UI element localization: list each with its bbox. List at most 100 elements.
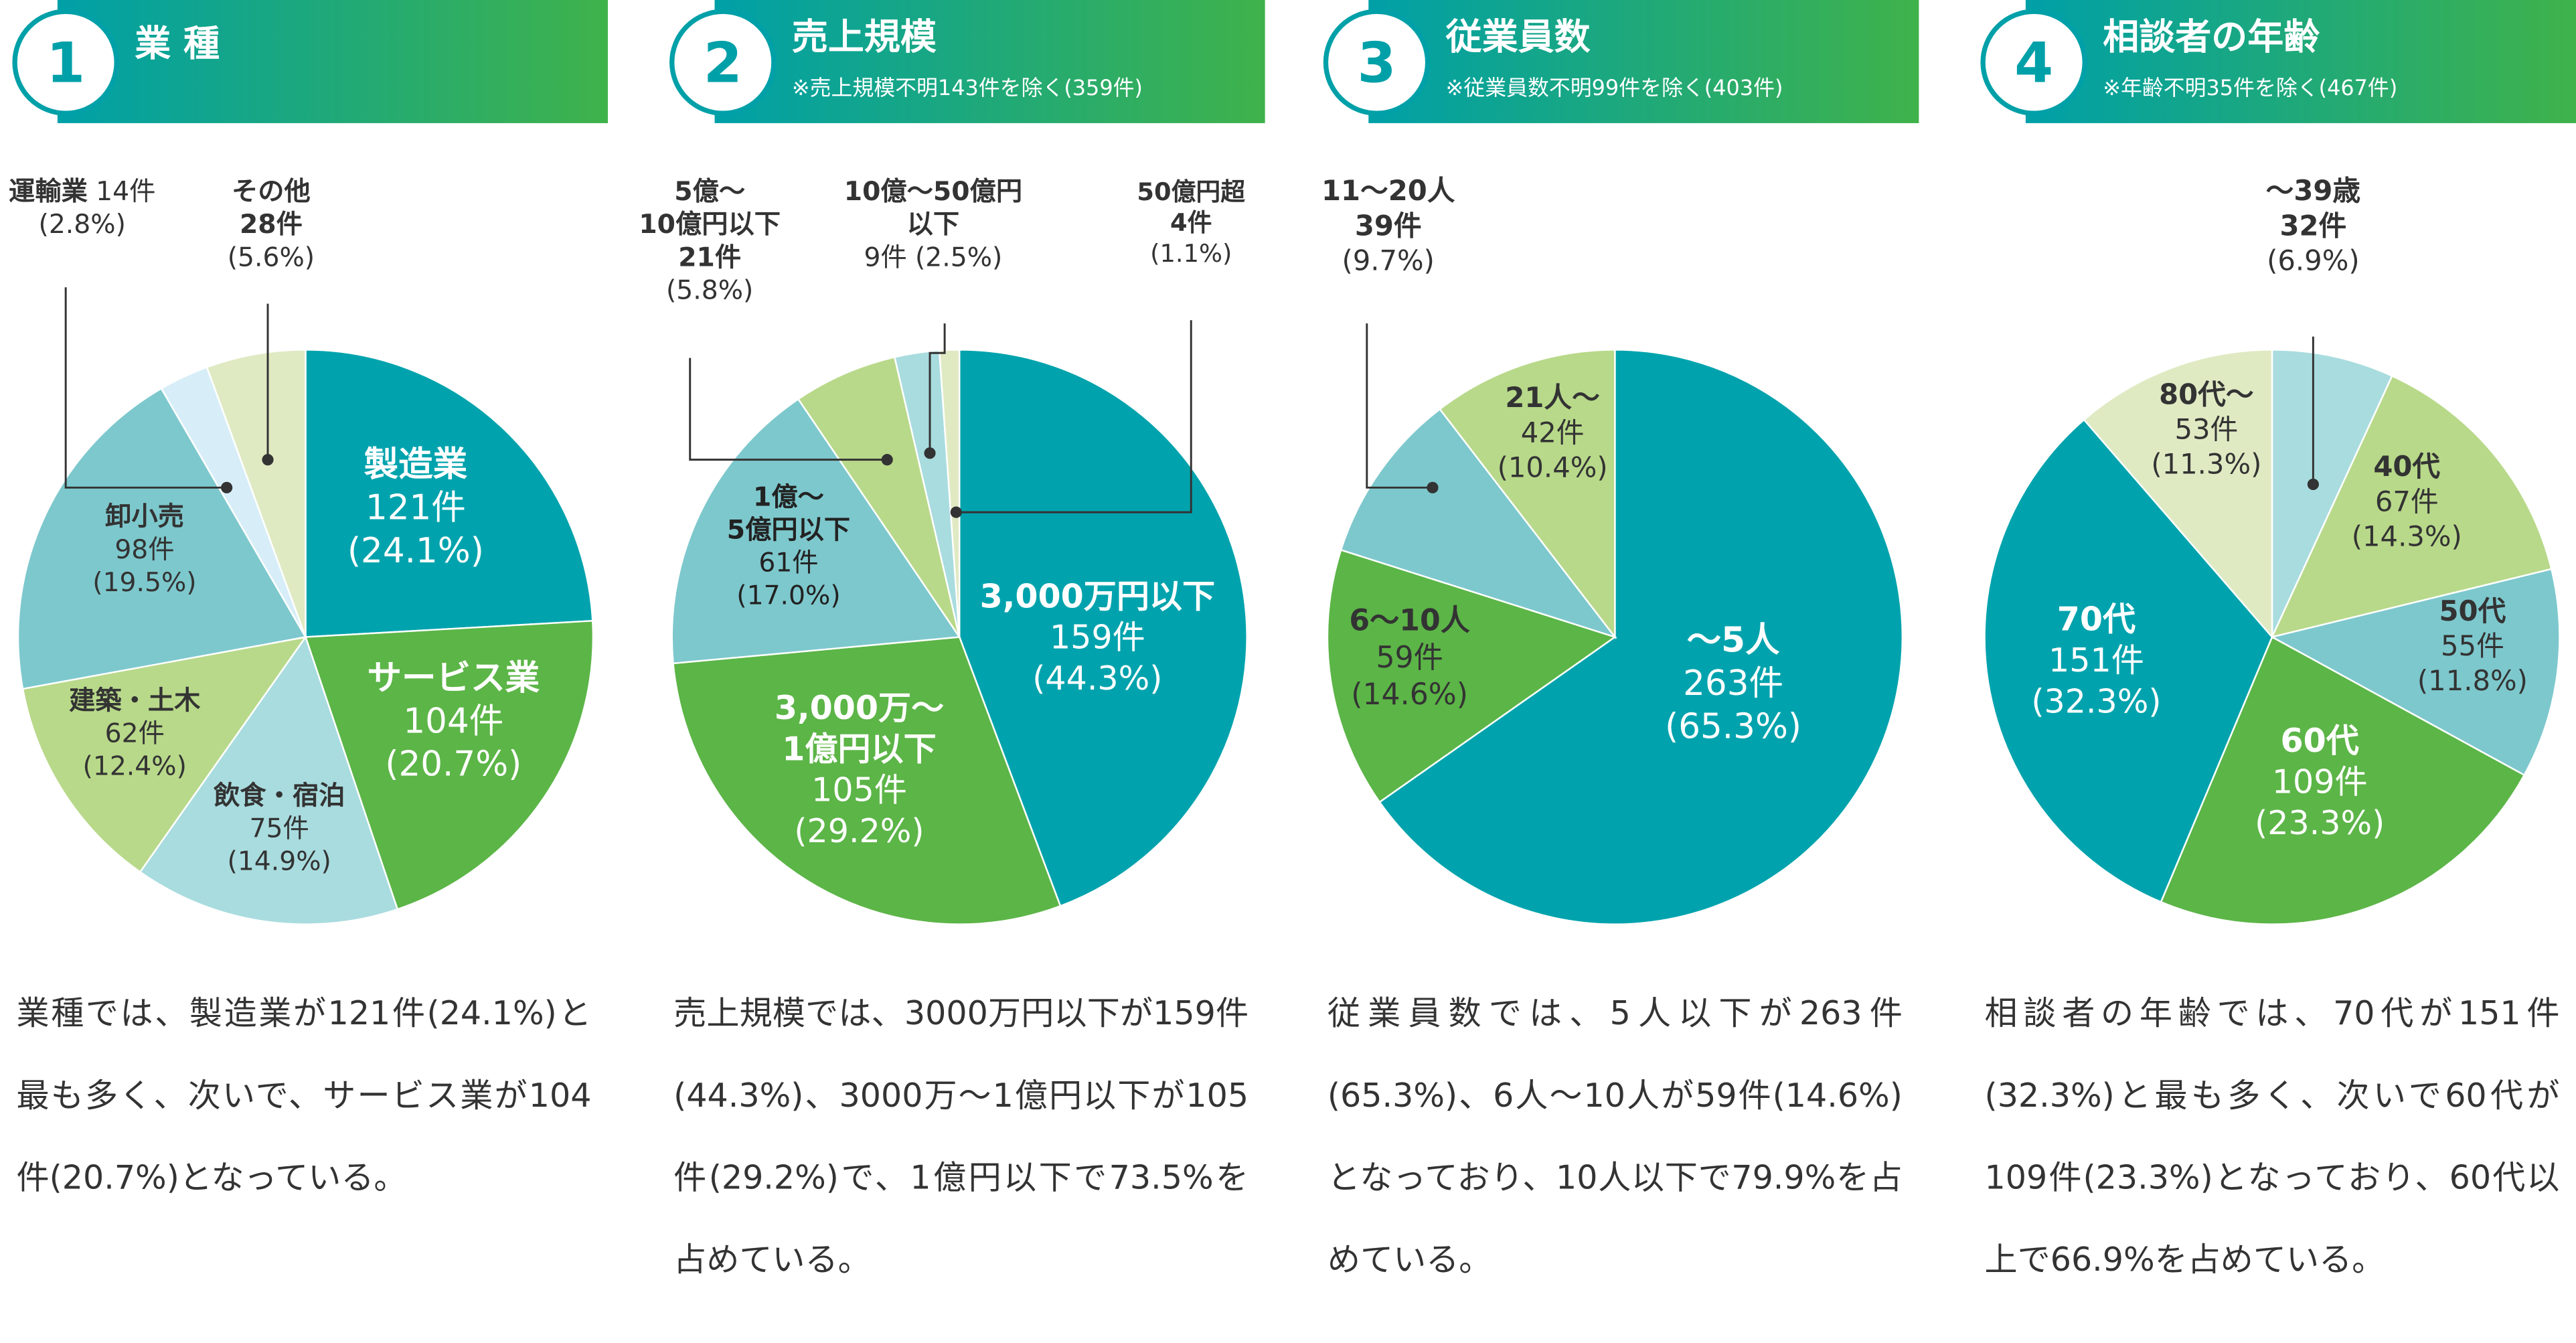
- header-number: 3: [1358, 31, 1396, 96]
- category-line: 60代: [2281, 721, 2359, 760]
- chart-title: 売上規模: [792, 16, 937, 58]
- category-line: 〜39歳: [2266, 174, 2360, 207]
- category-line: 飲食・宿泊: [214, 781, 345, 811]
- percent-label: (12.4%): [83, 751, 187, 781]
- chart-title: 相談者の年齢: [2103, 16, 2320, 58]
- header-badge: [1323, 9, 1431, 116]
- percent-label: (6.9%): [2267, 244, 2359, 276]
- percent-label: (1.1%): [1150, 239, 1232, 268]
- percent-label: (5.6%): [228, 242, 315, 272]
- category-label: 50代: [2439, 595, 2506, 627]
- count-label: 67件: [2375, 485, 2439, 518]
- leader-dot: [950, 506, 962, 518]
- slice-label: 21人〜 42件(10.4%): [1498, 381, 1608, 483]
- count-label: 53件: [2174, 412, 2238, 445]
- pie-slice: [206, 349, 307, 637]
- count-label: 59件: [1376, 641, 1443, 675]
- category-label: 3,000万〜 1億円以下: [775, 688, 944, 768]
- count-label: 39件: [1355, 209, 1422, 242]
- category-label: 製造業: [364, 445, 468, 485]
- slice-label: 1億〜 5億円以下 61件(17.0%): [727, 482, 850, 611]
- pie-slice: [21, 635, 308, 874]
- count-label: 121件: [366, 488, 466, 528]
- percent-label: (11.8%): [2417, 664, 2528, 697]
- count-label: 4件: [1170, 208, 1212, 237]
- leader-dot: [221, 481, 233, 493]
- category-label: 運輸業: [9, 177, 88, 207]
- slice-label: 5億〜 10億円以下 21件(5.8%): [639, 177, 781, 305]
- category-line: 50億円超: [1137, 177, 1245, 206]
- chart-title: 業 種: [135, 22, 220, 64]
- count-label: 104件: [403, 701, 503, 741]
- pie-slice: [672, 636, 1062, 925]
- count-label: 61件: [758, 548, 818, 578]
- percent-label: (14.3%): [2352, 520, 2462, 552]
- slice-label: 50億円超 4件(1.1%): [1137, 177, 1245, 268]
- header-bar: [57, 0, 609, 123]
- header-number: 1: [46, 31, 85, 96]
- pie-slice: [797, 356, 961, 638]
- header-bar: [714, 0, 1265, 123]
- description: 相談者の年齢では、70代が151件(32.3%)と最も多く、次いで60代が109…: [1984, 993, 2560, 1279]
- count-label: 55件: [2441, 629, 2504, 662]
- category-label: 1億〜 5億円以下: [727, 482, 850, 545]
- category-label: サービス業: [368, 658, 540, 698]
- pie-slice: [2269, 568, 2561, 777]
- percent-label: (23.3%): [2255, 803, 2385, 842]
- category-line: その他: [232, 177, 311, 207]
- category-line: 5億〜: [674, 177, 745, 207]
- pie-slice: [17, 387, 307, 690]
- category-label: 飲食・宿泊: [214, 781, 345, 811]
- count-label: 14件: [96, 177, 155, 207]
- slice-label: 運輸業 14件(2.8%): [9, 177, 155, 240]
- category-label: 50億円超: [1137, 177, 1245, 206]
- category-label: 〜39歳: [2266, 174, 2360, 207]
- pie-slice: [305, 349, 594, 638]
- category-line: 3,000万〜: [775, 688, 944, 727]
- header-bar: [1368, 0, 1919, 123]
- leader-dot: [881, 454, 893, 466]
- percent-label: (10.4%): [1498, 451, 1608, 483]
- category-label: その他: [232, 177, 311, 207]
- percent-label: (65.3%): [1665, 706, 1801, 746]
- percent-label: (29.2%): [794, 811, 924, 850]
- slice-label: 卸小売 98件(19.5%): [92, 502, 196, 598]
- category-label: 卸小売: [105, 502, 184, 532]
- count-label: 42件: [1521, 416, 1585, 449]
- chart-subtitle: ※年齢不明35件を除く(467件): [2103, 75, 2397, 100]
- count-label: 62件: [105, 718, 165, 748]
- header-badge: [12, 9, 119, 116]
- pie-slice: [2271, 349, 2393, 638]
- header-bar: [2025, 0, 2576, 123]
- category-line: 建築・土木: [69, 686, 201, 716]
- category-line: 80代〜: [2159, 378, 2253, 410]
- percent-label: (14.6%): [1351, 678, 1468, 712]
- count-label: 151件: [2048, 641, 2144, 680]
- description: 従業員数では、5人以下が263件(65.3%)、6人〜10人が59件(14.6%…: [1327, 993, 1903, 1279]
- category-label: 〜5人: [1687, 621, 1780, 661]
- pie-slice: [2083, 349, 2273, 639]
- slice-label: 〜5人 263件(65.3%): [1665, 621, 1801, 747]
- category-line: 1億〜: [753, 482, 824, 512]
- percent-label: (20.7%): [385, 744, 521, 785]
- category-line: 〜5人: [1687, 621, 1780, 661]
- category-line: 40代: [2373, 450, 2440, 483]
- category-line: 21人〜: [1505, 381, 1599, 414]
- category-line: サービス業: [368, 658, 540, 698]
- chart-subtitle: ※売上規模不明143件を除く(359件): [792, 75, 1143, 100]
- leader-line: [929, 323, 946, 453]
- category-label: 3,000万円以下: [980, 576, 1215, 615]
- percent-label: (44.3%): [1032, 659, 1162, 698]
- category-label: 5億〜 10億円以下: [639, 177, 781, 240]
- count-label: 263件: [1683, 663, 1783, 704]
- pie-slice: [2160, 635, 2526, 925]
- category-label: 21人〜: [1505, 381, 1599, 414]
- leader-dot: [262, 454, 274, 466]
- slice-label: 建築・土木 62件(12.4%): [69, 686, 201, 781]
- slice-label: 飲食・宿泊 75件(14.9%): [214, 781, 345, 877]
- slice-label: 80代〜 53件(11.3%): [2151, 378, 2261, 480]
- header-badge: [1980, 9, 2087, 116]
- count-label: 98件: [114, 535, 174, 565]
